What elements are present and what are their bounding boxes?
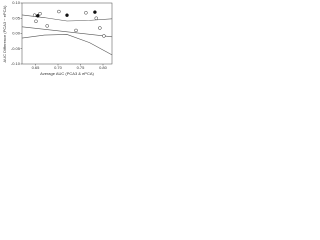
plot-frame <box>21 2 113 65</box>
x-tick-label: 0.75 <box>77 65 86 70</box>
y-tick-label: 0.05 <box>12 15 21 20</box>
point <box>102 34 106 38</box>
point <box>74 28 78 33</box>
chart: Average AUC (PCA3 & ePCA) AUC Difference… <box>2 0 113 76</box>
x-tick-label: 0.70 <box>54 65 63 70</box>
point <box>32 13 37 17</box>
x-tick-label: 0.65 <box>32 65 41 70</box>
point <box>38 11 42 16</box>
page: Average AUC (PCA3 & ePCA) AUC Difference… <box>0 0 320 79</box>
point <box>34 19 38 24</box>
point <box>57 9 61 14</box>
point <box>98 26 102 30</box>
point <box>94 16 98 20</box>
point <box>93 10 97 14</box>
point <box>36 14 40 18</box>
x-axis-label: Average AUC (PCA3 & ePCA) <box>40 71 94 76</box>
y-tick-label: -0.10 <box>11 61 21 66</box>
y-tick-label: 0.00 <box>12 31 21 36</box>
point <box>45 24 49 28</box>
point <box>84 11 88 15</box>
y-axis-label: AUC Difference (PCA3 − ePCA) <box>2 5 7 63</box>
point <box>65 13 69 17</box>
fit-line <box>21 34 113 56</box>
y-tick-label: 0.10 <box>12 0 21 5</box>
fit-line <box>21 26 113 38</box>
x-tick-label: 0.80 <box>99 65 108 70</box>
y-tick-label: -0.05 <box>11 46 21 51</box>
